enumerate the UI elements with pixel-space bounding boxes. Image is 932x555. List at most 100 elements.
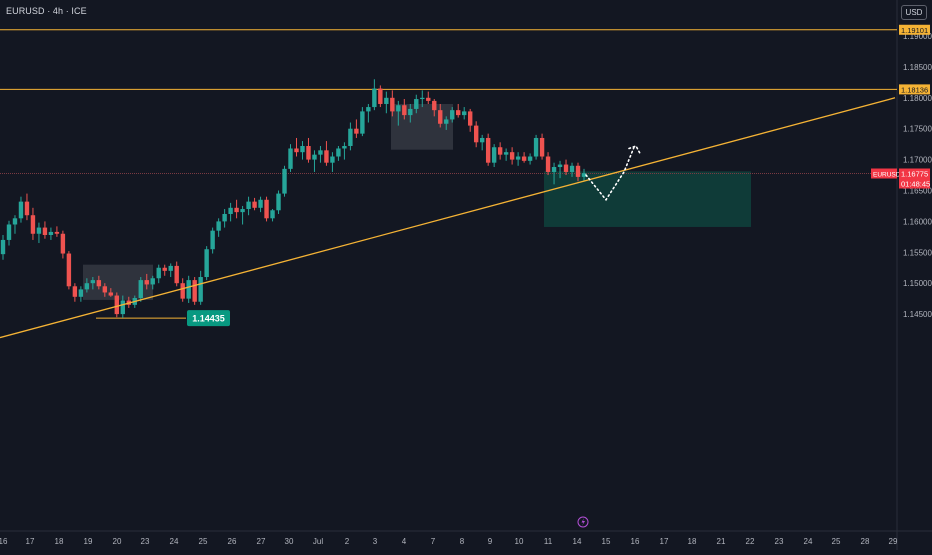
y-tick-label: 1.14500 (903, 310, 932, 319)
candle-body (521, 156, 527, 161)
candle-body (198, 277, 203, 302)
candle-body (390, 97, 395, 112)
symbol-tag-label: EURUSD (873, 172, 901, 179)
x-tick-label: 18 (55, 537, 64, 546)
lightning-bolt-icon[interactable] (577, 516, 589, 528)
candle-body (575, 165, 581, 177)
x-tick-label: 24 (170, 537, 179, 546)
candle-body (462, 111, 467, 116)
x-tick-label: 23 (775, 537, 784, 546)
x-tick-label: 30 (285, 537, 294, 546)
candle-body (438, 110, 443, 124)
symbol-tag[interactable] (871, 168, 897, 179)
x-tick-label: 8 (460, 537, 465, 546)
level-price-tag[interactable] (899, 84, 930, 95)
x-tick-label: 28 (861, 537, 870, 546)
y-tick-label: 1.15000 (903, 279, 932, 288)
candle-body (78, 289, 84, 297)
candle-body (216, 221, 221, 231)
candle-body (144, 280, 149, 285)
currency-button[interactable]: USD (901, 5, 927, 20)
x-tick-label: 29 (889, 537, 898, 546)
candle-body (276, 193, 281, 211)
candle-body (108, 292, 114, 296)
candle-body (509, 152, 515, 160)
candle-body (444, 119, 449, 124)
candle-body (54, 231, 60, 234)
current-price-tag[interactable] (899, 168, 930, 189)
y-tick-label: 1.17500 (903, 125, 932, 134)
y-tick-label: 1.17000 (903, 156, 932, 165)
candle-body (270, 210, 275, 219)
candle-body (12, 218, 18, 225)
countdown-label: 01:48:45 (901, 180, 930, 189)
x-tick-label: 25 (199, 537, 208, 546)
x-tick-label: 3 (373, 537, 378, 546)
x-tick-label: 9 (488, 537, 493, 546)
target-zone-box[interactable] (544, 171, 751, 227)
candle-body (360, 111, 365, 134)
x-tick-label: 17 (26, 537, 35, 546)
x-tick-label: 23 (141, 537, 150, 546)
candle-body (366, 107, 371, 112)
candle-body (72, 286, 78, 297)
y-tick-label: 1.16000 (903, 217, 932, 226)
candle-body (0, 239, 6, 255)
low-marker-tag[interactable] (187, 310, 230, 327)
candle-body (84, 283, 90, 290)
resistance-price-tag[interactable] (899, 24, 930, 35)
x-tick-label: 14 (573, 537, 582, 546)
candle-body (234, 207, 239, 213)
candle-body (204, 249, 209, 278)
projection-arrowhead (628, 145, 641, 155)
candle-body (282, 168, 287, 194)
candle-body (569, 165, 575, 172)
candle-body (318, 150, 323, 155)
candle-body (330, 156, 335, 163)
candle-body (162, 267, 167, 271)
x-tick-label: 27 (257, 537, 266, 546)
candle-body (30, 215, 36, 234)
candle-body (354, 128, 359, 134)
candle-body (240, 209, 245, 213)
candle-body (246, 201, 251, 210)
candle-body (294, 148, 299, 153)
candle-body (66, 253, 72, 287)
y-tick-label: 1.15500 (903, 248, 932, 257)
candle-body (402, 105, 407, 116)
current-price-label: 1.16775 (901, 170, 928, 179)
candle-body (228, 207, 233, 214)
candle-body (503, 152, 509, 155)
candle-body (414, 99, 419, 109)
x-tick-label: 19 (84, 537, 93, 546)
candle-body (264, 199, 269, 219)
y-tick-label: 1.16500 (903, 187, 932, 196)
candle-body (581, 173, 587, 177)
candle-body (557, 164, 563, 168)
projection-path[interactable] (585, 146, 635, 202)
candle-body (312, 154, 317, 160)
y-tick-label: 1.18500 (903, 63, 932, 72)
x-tick-label: 2 (345, 537, 350, 546)
candle-body (342, 146, 347, 149)
x-tick-label: 4 (402, 537, 407, 546)
candle-body (258, 199, 263, 208)
candle-body (527, 156, 533, 161)
candle-body (210, 230, 215, 250)
candle-body (24, 201, 30, 216)
candle-body (42, 227, 48, 235)
consolidation-box[interactable] (391, 103, 453, 150)
candle-body (491, 147, 497, 163)
ascending-trendline[interactable] (0, 97, 896, 339)
candle-body (420, 97, 425, 100)
candle-body (156, 267, 161, 279)
candle-body (96, 280, 102, 287)
symbol-title[interactable]: EURUSD · 4h · ICE (6, 6, 87, 16)
candle-body (545, 156, 551, 172)
candle-body (551, 167, 557, 172)
candle-body (180, 283, 185, 299)
candle-body (450, 110, 455, 120)
candle-body (384, 97, 389, 104)
